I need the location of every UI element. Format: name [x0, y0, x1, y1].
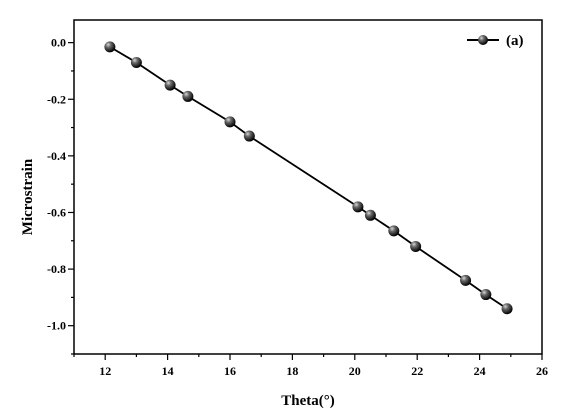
x-tick-label: 26	[536, 364, 548, 378]
x-tick-label: 14	[162, 364, 174, 378]
legend-marker	[478, 35, 488, 45]
data-point	[352, 201, 364, 213]
x-tick-label: 20	[349, 364, 361, 378]
x-tick-label: 22	[411, 364, 423, 378]
x-tick-label: 16	[224, 364, 236, 378]
series-layer	[104, 41, 513, 315]
legend: (a)	[467, 33, 524, 49]
y-tick-label: -1.0	[47, 319, 66, 333]
data-point	[104, 41, 116, 53]
data-point	[364, 209, 376, 221]
x-tick-label: 24	[474, 364, 486, 378]
y-tick-label: 0.0	[51, 36, 66, 50]
y-tick-label: -0.2	[47, 92, 66, 106]
plot-frame	[73, 19, 543, 355]
y-axis: 0.0 -0.2 -0.4 -0.6 -0.8 -1.0	[47, 36, 74, 355]
data-point	[182, 90, 194, 102]
y-tick-label: -0.6	[47, 205, 66, 219]
data-point	[388, 225, 400, 237]
data-point	[130, 56, 142, 68]
data-point	[410, 240, 422, 252]
data-point	[480, 289, 492, 301]
data-point	[243, 130, 255, 142]
x-tick-label: 12	[99, 364, 111, 378]
x-tick-label: 18	[286, 364, 298, 378]
x-axis: 12 14 16 18 20 22 24 26	[73, 354, 548, 378]
data-point	[224, 116, 236, 128]
y-axis-title: Microstrain	[20, 158, 36, 235]
data-point	[501, 303, 513, 315]
data-point	[460, 274, 472, 286]
legend-label: (a)	[506, 33, 524, 49]
y-tick-label: -0.4	[47, 149, 66, 163]
x-axis-title: Theta(°)	[281, 393, 335, 409]
y-tick-label: -0.8	[47, 262, 66, 276]
data-point	[164, 79, 176, 91]
